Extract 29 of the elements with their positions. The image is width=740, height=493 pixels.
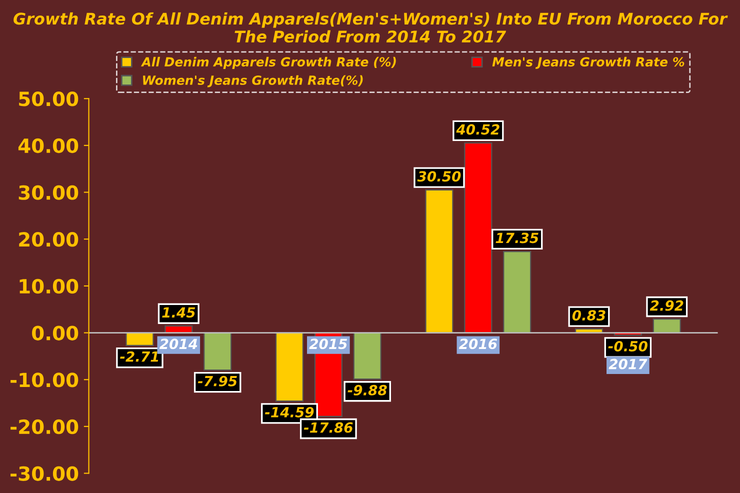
data-label: -0.50 (608, 340, 648, 352)
data-label: 17.35 (496, 232, 538, 244)
x-tick-label: 2014 (159, 338, 198, 350)
x-tick-label: 2015 (309, 338, 348, 350)
y-tick-label: 40.00 (18, 138, 78, 154)
data-label: -9.88 (348, 384, 387, 396)
data-label: 0.83 (572, 310, 606, 321)
chart-title: Growth Rate Of All Denim Apparels(Men's+Women's) Into EU From Morocco For The Period From 2014 To 2017 (14, 12, 728, 43)
y-tick-label: 0.00 (32, 326, 78, 340)
x-tick-label: 2016 (458, 338, 498, 350)
y-tick-label: 30.00 (18, 185, 78, 200)
data-label: -14.59 (264, 406, 314, 418)
data-label: 30.50 (417, 171, 461, 182)
y-tick-label: 10.00 (20, 278, 78, 294)
y-tick-label: 50.00 (19, 92, 78, 106)
data-label: 1.45 (162, 307, 196, 318)
y-tick-label: 20.00 (19, 232, 78, 247)
data-label: -7.95 (198, 376, 237, 386)
data-label: 40.52 (456, 124, 500, 135)
data-label: -2.71 (120, 351, 158, 362)
data-label: -17.86 (304, 422, 353, 433)
data-label: 2.92 (650, 300, 684, 311)
y-tick-label: -10.00 (10, 372, 78, 388)
x-tick-label: 2017 (608, 358, 648, 370)
y-tick-label: -20.00 (10, 419, 78, 434)
legend-label: All Denim Apparels Growth Rate (%) (140, 56, 396, 69)
legend-label: Women's Jeans Growth Rate(%) (143, 75, 363, 88)
legend-label: Men's Jeans Growth Rate % (492, 56, 684, 69)
y-tick-label: -30.00 (10, 466, 78, 481)
